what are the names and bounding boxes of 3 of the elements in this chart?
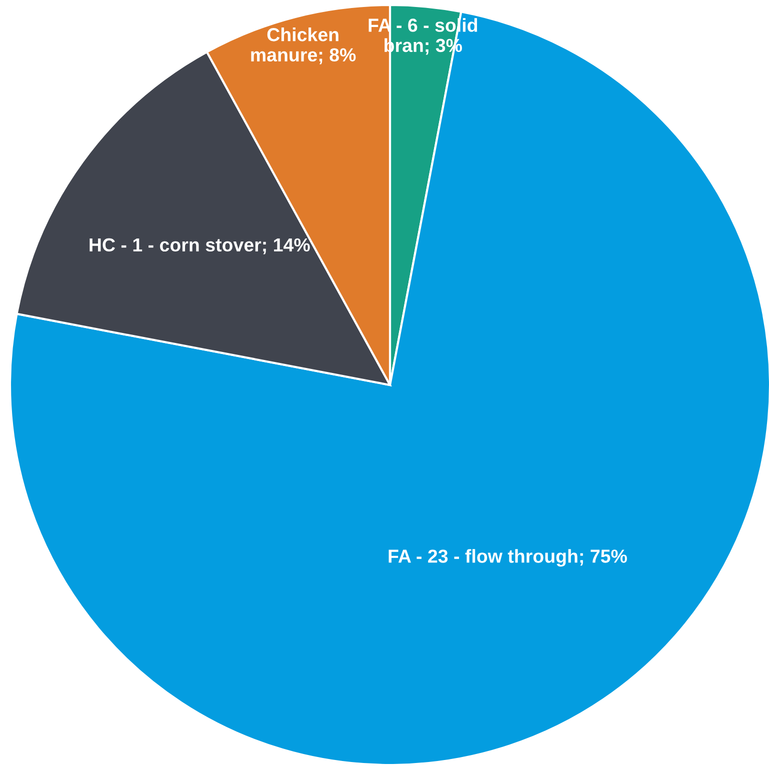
slice-label: HC - 1 - corn stover; 14%	[90, 238, 310, 254]
slice-label: Chicken manure; 8%	[251, 28, 356, 64]
slice-label: FA - 23 - flow through; 75%	[388, 549, 627, 567]
